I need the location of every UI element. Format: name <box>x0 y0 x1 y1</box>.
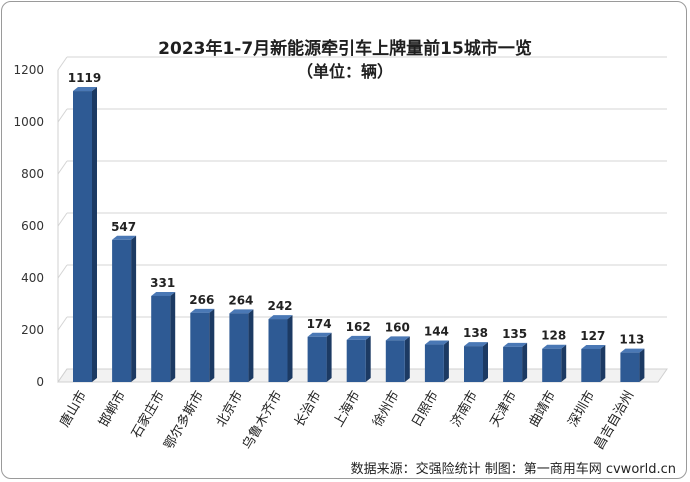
x-tick-label: 曲靖市 <box>526 388 559 430</box>
bar <box>620 352 640 382</box>
bar-side <box>365 335 371 382</box>
y-tick-label: 200 <box>21 323 44 337</box>
bar-side <box>287 315 293 382</box>
bar-side <box>248 309 254 382</box>
bar <box>268 319 288 382</box>
bar <box>346 339 366 382</box>
gridline-side <box>57 212 68 227</box>
bar-value-label: 113 <box>619 333 644 347</box>
bar-value-label: 266 <box>189 293 214 307</box>
y-tick-label: 600 <box>21 219 44 233</box>
bar-value-label: 1119 <box>68 71 101 85</box>
bar <box>190 312 210 382</box>
bar-value-label: 162 <box>346 320 371 334</box>
bar-side <box>522 342 528 382</box>
bar-top <box>503 342 528 347</box>
bar-top <box>620 348 645 353</box>
x-tick-label: 鄂尔多斯市 <box>161 388 207 452</box>
x-tick-label: 徐州市 <box>369 388 402 430</box>
bar-side <box>561 344 567 382</box>
bar-value-label: 128 <box>541 329 566 343</box>
bar <box>73 91 92 382</box>
bar-value-label: 331 <box>150 276 175 290</box>
x-tick-label: 天津市 <box>487 388 520 430</box>
y-tick-label: 800 <box>21 167 44 181</box>
bar-value-label: 242 <box>267 299 292 313</box>
bar <box>464 346 483 382</box>
gridline-side <box>57 56 68 71</box>
bar <box>581 348 601 382</box>
gridline-side <box>57 108 68 123</box>
x-tick-label: 唐山市 <box>57 388 90 430</box>
bar-value-label: 127 <box>580 329 605 343</box>
bar-top <box>464 342 488 347</box>
bar <box>503 346 523 382</box>
x-tick-label: 深圳市 <box>565 388 598 430</box>
y-tick-label: 400 <box>21 271 44 285</box>
chart-title: 2023年1-7月新能源牵引车上牌量前15城市一览 <box>158 39 532 59</box>
bar <box>385 340 405 382</box>
bar-top <box>268 315 293 320</box>
x-tick-label: 济南市 <box>448 388 481 430</box>
bar-top <box>229 309 254 314</box>
bar-value-label: 174 <box>307 317 332 331</box>
bar-top <box>385 336 410 341</box>
bar-value-label: 264 <box>228 293 253 307</box>
bar-top <box>73 87 97 92</box>
x-tick-label: 邯郸市 <box>96 388 129 430</box>
chart-subtitle: （单位：辆） <box>296 62 393 81</box>
gridline-side <box>57 264 68 279</box>
bar-value-label: 144 <box>424 325 449 339</box>
bar-value-label: 160 <box>385 320 410 334</box>
bar-top <box>112 235 137 240</box>
bar-top <box>581 344 606 349</box>
x-tick-label: 上海市 <box>330 388 363 430</box>
bar-top <box>542 344 567 349</box>
bar-value-label: 138 <box>463 326 488 340</box>
x-tick-label: 北京市 <box>213 388 246 430</box>
bar-top <box>151 291 176 296</box>
bar-value-label: 547 <box>111 220 136 234</box>
bar-side <box>209 308 215 382</box>
bar <box>151 295 171 382</box>
x-tick-label: 乌鲁木齐市 <box>239 388 285 452</box>
y-tick-label: 1000 <box>13 115 44 129</box>
bar <box>229 313 249 382</box>
x-tick-label: 石家庄市 <box>128 388 168 441</box>
bar-side <box>92 87 97 382</box>
bar <box>424 344 444 382</box>
bar <box>542 348 562 382</box>
bar-value-label: 135 <box>502 327 527 341</box>
bar-top <box>307 332 332 337</box>
bar-side <box>639 348 645 382</box>
gridline-side <box>57 316 68 331</box>
gridline-side <box>57 160 68 175</box>
bar-side <box>600 344 606 382</box>
source-note: 数据来源：交强险统计 制图：第一商用车网 cvworld.cn <box>350 462 676 477</box>
bar-side <box>404 336 410 382</box>
bar-side <box>326 332 332 382</box>
y-tick-label: 1200 <box>13 63 44 77</box>
bar <box>112 239 132 382</box>
bar <box>307 336 327 382</box>
bar-side <box>483 342 488 382</box>
bar-side <box>170 291 176 382</box>
x-tick-label: 长治市 <box>291 388 324 430</box>
y-tick-label: 0 <box>36 375 44 389</box>
x-tick-label: 昌吉自治州 <box>592 389 637 453</box>
bar-top <box>346 335 371 340</box>
bar-side <box>443 340 449 382</box>
bar-top <box>190 308 215 313</box>
bar-top <box>424 340 449 345</box>
bar-side <box>131 235 137 382</box>
x-tick-label: 日照市 <box>408 388 441 430</box>
